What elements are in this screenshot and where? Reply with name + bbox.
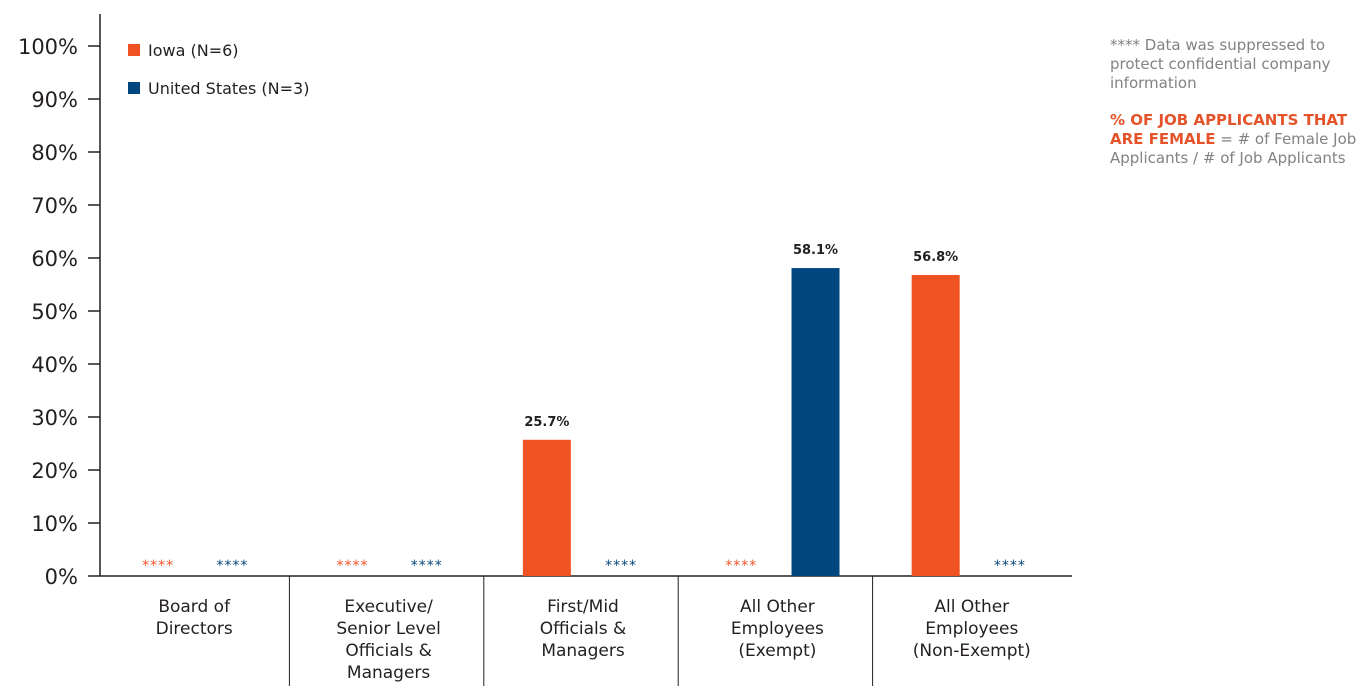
legend-label: Iowa (N=6) bbox=[148, 41, 239, 60]
suppressed-marker: **** bbox=[336, 558, 368, 574]
y-tick-label: 30% bbox=[31, 406, 78, 430]
x-category-label: Officials & bbox=[345, 641, 432, 661]
x-category-label: Directors bbox=[156, 619, 233, 639]
y-tick-label: 100% bbox=[18, 35, 78, 59]
x-category-label: Employees bbox=[731, 619, 824, 639]
bar-value-label: 25.7% bbox=[524, 415, 569, 430]
chart-notes: **** Data was suppressed to protect conf… bbox=[1110, 36, 1360, 168]
y-tick-label: 50% bbox=[31, 300, 78, 324]
y-tick-label: 0% bbox=[45, 565, 78, 589]
x-category-label: Board of bbox=[158, 597, 231, 617]
y-tick-label: 80% bbox=[31, 141, 78, 165]
x-category-label: Executive/ bbox=[344, 597, 433, 617]
legend-label: United States (N=3) bbox=[148, 79, 309, 98]
bar bbox=[911, 274, 960, 576]
suppressed-marker: **** bbox=[605, 558, 637, 574]
bar-value-label: 58.1% bbox=[793, 243, 838, 258]
bar bbox=[791, 268, 840, 576]
suppressed-marker: **** bbox=[725, 558, 757, 574]
y-axis: 0% 10% 20% 30% 40% 50% 60% 70% 80% 90% 100% bbox=[18, 14, 101, 589]
suppressed-marker: **** bbox=[142, 558, 174, 574]
y-tick-label: 40% bbox=[31, 353, 78, 377]
y-tick-label: 60% bbox=[31, 247, 78, 271]
suppressed-marker: **** bbox=[411, 558, 443, 574]
legend-swatch bbox=[128, 82, 140, 94]
y-tick-label: 10% bbox=[31, 512, 78, 536]
bar bbox=[522, 439, 571, 576]
x-category-label: All Other bbox=[934, 597, 1009, 617]
suppressed-marker: **** bbox=[216, 558, 248, 574]
bars: **** **** 25.7% **** 56.8% **** **** **** 58.1% *… bbox=[142, 243, 1026, 576]
x-category-label: Senior Level bbox=[336, 619, 440, 639]
y-tick-label: 90% bbox=[31, 88, 78, 112]
x-category-label: First/Mid bbox=[547, 597, 619, 617]
definition-text: = # of Female Job Applicants / # of Job … bbox=[1110, 130, 1357, 167]
x-category-label: Employees bbox=[925, 619, 1018, 639]
legend: Iowa (N=6) United States (N=3) bbox=[128, 41, 309, 98]
x-category-label: Managers bbox=[347, 663, 431, 683]
bar-value-label: 56.8% bbox=[913, 250, 958, 265]
y-tick-label: 70% bbox=[31, 194, 78, 218]
definition-term: % OF JOB APPLICANTS THAT ARE FEMALE bbox=[1110, 111, 1348, 148]
x-category-label: (Non-Exempt) bbox=[913, 641, 1031, 661]
x-category-label: (Exempt) bbox=[738, 641, 816, 661]
bar-chart: 0% 10% 20% 30% 40% 50% 60% 70% 80% 90% 100% Board … bbox=[18, 14, 1072, 686]
x-category-label: Managers bbox=[541, 641, 625, 661]
y-tick-label: 20% bbox=[31, 459, 78, 483]
legend-swatch bbox=[128, 44, 140, 56]
metric-definition: % OF JOB APPLICANTS THAT ARE FEMALE = # … bbox=[1110, 111, 1360, 168]
suppression-note: **** Data was suppressed to protect conf… bbox=[1110, 36, 1331, 92]
suppressed-marker: **** bbox=[994, 558, 1026, 574]
x-category-label: All Other bbox=[740, 597, 815, 617]
x-category-label: Officials & bbox=[540, 619, 627, 639]
